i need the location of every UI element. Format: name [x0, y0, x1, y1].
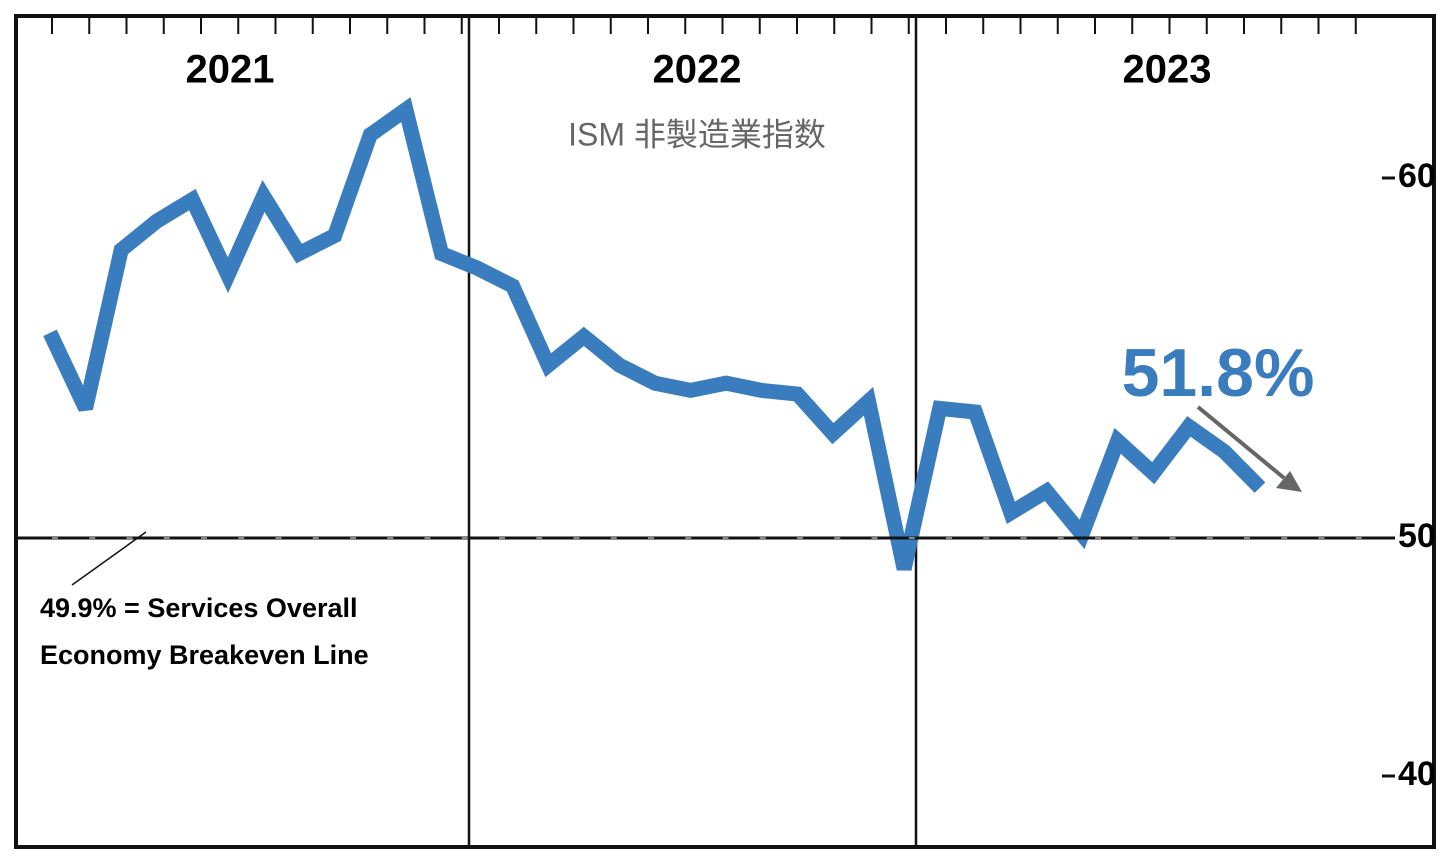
year-label: 2023: [1123, 48, 1212, 92]
y-tick-label: 60: [1398, 157, 1436, 195]
data-line: [43, 97, 1266, 571]
year-label: 2021: [186, 48, 275, 92]
annotation: Economy Breakeven Line: [40, 640, 369, 670]
year-label: 2022: [653, 48, 742, 92]
chart-title: ISM 非製造業指数: [568, 116, 826, 152]
frame: [14, 14, 1436, 849]
annotation: 49.9% = Services Overall: [40, 593, 358, 623]
annotation-leader: [71, 531, 147, 586]
y-tick-label: 40: [1398, 755, 1436, 793]
y-tick-label: 50: [1398, 517, 1436, 555]
trend-arrow: [1196, 405, 1286, 480]
trend-arrow-head: [1276, 471, 1302, 492]
value-callout: 51.8%: [1122, 335, 1315, 411]
